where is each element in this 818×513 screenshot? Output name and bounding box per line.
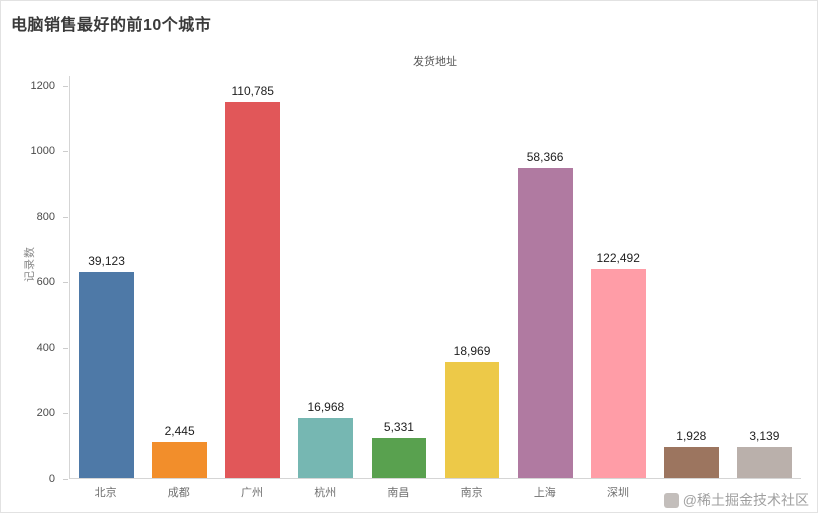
bar-column: 110,785 bbox=[216, 76, 289, 478]
juejin-logo-icon bbox=[663, 492, 679, 508]
bar-value-label: 2,445 bbox=[164, 424, 195, 439]
y-axis-tick: 1200 bbox=[1, 79, 69, 93]
bar-column: 122,492 bbox=[582, 76, 655, 478]
bar-column: 2,445 bbox=[143, 76, 216, 478]
bar-column: 16,968 bbox=[289, 76, 362, 478]
x-axis-label: 广州 bbox=[241, 487, 263, 499]
bar-1[interactable]: 39,123 bbox=[79, 254, 134, 478]
chart-subtitle: 发货地址 bbox=[413, 56, 457, 68]
x-axis-label: 成都 bbox=[167, 487, 190, 499]
x-axis-label: 南京 bbox=[460, 487, 483, 499]
bar-value-label: 110,785 bbox=[231, 84, 274, 99]
x-axis-label: 杭州 bbox=[314, 487, 337, 499]
x-axis: 北京 成都 广州 杭州 南昌 南京 上海 深圳 bbox=[69, 484, 801, 500]
bar-9[interactable]: 1,928 bbox=[663, 429, 719, 478]
x-axis-label: 南昌 bbox=[387, 487, 410, 499]
bar-7[interactable]: 58,366 bbox=[517, 150, 573, 478]
bar-value-label: 1,928 bbox=[676, 428, 707, 443]
bar-value-label: 5,331 bbox=[383, 420, 414, 435]
plot-area: 39,123 2,445 110,785 16,968 5,331 18,969 58,36… bbox=[69, 76, 801, 479]
bar-10[interactable]: 3,139 bbox=[736, 429, 792, 478]
x-axis-label: 上海 bbox=[533, 487, 556, 499]
watermark: @稀土掘金技术社区 bbox=[663, 490, 809, 510]
watermark-text: @稀土掘金技术社区 bbox=[682, 492, 809, 508]
bar-2[interactable]: 2,445 bbox=[152, 424, 208, 478]
y-axis: 0 200 400 600 800 1000 1200 bbox=[1, 76, 69, 485]
bar-value-label: 122,492 bbox=[596, 250, 640, 265]
bar-column: 3,139 bbox=[728, 76, 801, 478]
bar-column: 58,366 bbox=[509, 76, 582, 478]
y-axis-tick: 800 bbox=[1, 210, 69, 224]
bar-value-label: 3,139 bbox=[749, 428, 780, 443]
bar-column: 18,969 bbox=[435, 76, 508, 478]
y-axis-tick: 600 bbox=[1, 275, 69, 289]
x-axis-label: 北京 bbox=[94, 487, 117, 499]
y-axis-tick: 400 bbox=[1, 341, 69, 355]
bar-column: 1,928 bbox=[655, 76, 728, 478]
bar-8[interactable]: 122,492 bbox=[590, 251, 646, 478]
y-axis-tick: 200 bbox=[1, 406, 69, 420]
bar-5[interactable]: 5,331 bbox=[371, 420, 427, 478]
page-title: 电脑销售最好的前10个城市 bbox=[11, 17, 212, 34]
bar-value-label: 18,969 bbox=[453, 343, 491, 358]
bar-4[interactable]: 16,968 bbox=[298, 400, 354, 478]
bar-value-label: 58,366 bbox=[526, 149, 564, 164]
x-axis-label: 深圳 bbox=[607, 487, 630, 499]
y-axis-tick: 1000 bbox=[1, 144, 69, 158]
bar-column: 5,331 bbox=[362, 76, 435, 478]
y-axis-tick: 0 bbox=[1, 472, 69, 486]
bar-column: 39,123 bbox=[70, 76, 143, 478]
bar-value-label: 39,123 bbox=[88, 254, 125, 269]
bar-value-label: 16,968 bbox=[307, 399, 345, 414]
bar-6[interactable]: 18,969 bbox=[444, 344, 500, 478]
bar-3[interactable]: 110,785 bbox=[225, 84, 281, 478]
